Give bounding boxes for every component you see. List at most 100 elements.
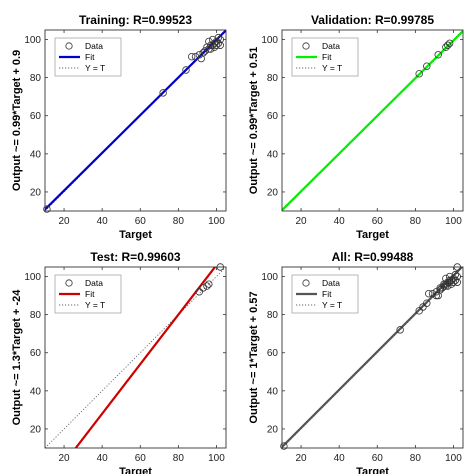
x-tick-label: 40 <box>334 453 346 464</box>
data-point <box>425 289 433 298</box>
y-tick-label: 80 <box>267 73 279 84</box>
legend-data-label: Data <box>85 278 103 288</box>
legend-data-marker <box>302 42 310 50</box>
data-point <box>205 280 213 288</box>
chart-panel-4: 20 40 60 80 100 20 40 60 80 100 All: R=0.99488 Targ… <box>248 250 464 474</box>
y-axis-label: Output ~= 0.99*Target + 0.51 <box>248 47 260 194</box>
y-tick-label: 40 <box>30 149 42 160</box>
x-tick-label: 80 <box>173 216 185 227</box>
axes-box <box>44 266 227 449</box>
data-point <box>396 326 404 334</box>
legend-identity-label: Y = T <box>85 63 105 73</box>
data-point <box>212 41 221 49</box>
identity-line <box>45 267 226 448</box>
x-tick-label: 100 <box>208 453 225 464</box>
y-tick-label: 40 <box>267 386 279 397</box>
x-tick-label: 20 <box>58 453 70 464</box>
legend-data-marker <box>65 42 73 50</box>
data-point <box>423 299 431 307</box>
y-tick-label: 60 <box>30 111 42 122</box>
data-point <box>432 288 441 296</box>
x-axis-label: Target <box>119 229 152 241</box>
x-tick-label: 60 <box>135 453 147 464</box>
y-axis-label: Output ~= 0.99*Target + 0.9 <box>11 50 23 191</box>
x-tick-label: 40 <box>97 216 109 227</box>
x-tick-label: 100 <box>208 216 225 227</box>
y-axis-label: Output ~= 1.3*Target + -24 <box>11 289 23 426</box>
data-point <box>449 278 458 286</box>
data-point <box>199 284 207 292</box>
data-point <box>188 52 196 61</box>
data-point <box>453 278 461 286</box>
y-tick-label: 40 <box>267 149 279 160</box>
x-tick-label: 40 <box>334 216 346 227</box>
data-point <box>199 49 207 57</box>
data-point <box>442 280 450 288</box>
x-tick-label: 60 <box>372 216 384 227</box>
legend-data-marker <box>302 279 310 287</box>
data-point <box>451 276 460 285</box>
data-point <box>419 303 427 311</box>
y-tick-label: 100 <box>261 272 278 283</box>
data-point <box>432 291 441 300</box>
data-point <box>440 282 448 290</box>
y-tick-label: 100 <box>24 272 41 283</box>
data-point <box>182 66 190 74</box>
x-tick-label: 100 <box>445 216 462 227</box>
data-point <box>203 282 211 290</box>
y-tick-label: 60 <box>267 348 279 359</box>
x-tick-label: 20 <box>295 453 307 464</box>
legend-data-label: Data <box>85 41 103 51</box>
data-point <box>445 39 454 48</box>
legend-fit-label: Fit <box>322 289 332 299</box>
data-point <box>159 89 167 97</box>
y-tick-label: 60 <box>30 348 42 359</box>
data-point <box>442 43 450 51</box>
y-tick-label: 20 <box>267 424 279 435</box>
chart-panel-2: 20 40 60 80 100 20 40 60 80 100 Validation: R=0.99… <box>248 13 464 241</box>
data-point <box>43 205 51 213</box>
x-tick-label: 80 <box>173 453 185 464</box>
data-point <box>423 62 431 70</box>
x-tick-label: 20 <box>58 216 70 227</box>
y-tick-label: 20 <box>30 187 42 198</box>
x-tick-label: 100 <box>445 453 462 464</box>
x-tick-label: 60 <box>135 216 147 227</box>
fit-line <box>282 30 463 211</box>
data-point <box>445 276 454 285</box>
x-tick-label: 20 <box>295 216 307 227</box>
y-axis-label: Output ~= 1*Target + 0.57 <box>248 291 260 423</box>
y-tick-label: 40 <box>30 386 42 397</box>
y-tick-label: 100 <box>24 35 41 46</box>
data-point <box>280 442 288 450</box>
data-point <box>214 39 223 48</box>
legend-identity-label: Y = T <box>322 300 342 310</box>
legend-identity-label: Y = T <box>322 63 342 73</box>
legend-fit-label: Fit <box>85 289 95 299</box>
chart-panel-3: 20 40 60 80 100 20 40 60 80 100 Test: R=0.99603 Tar… <box>11 250 227 474</box>
y-tick-label: 80 <box>267 310 279 321</box>
x-axis-label: Target <box>356 229 389 241</box>
y-tick-label: 80 <box>30 73 42 84</box>
chart-title: Test: R=0.99603 <box>90 250 180 264</box>
data-point <box>449 274 458 283</box>
data-point <box>415 70 423 78</box>
x-tick-label: 40 <box>97 453 109 464</box>
chart-title: All: R=0.99488 <box>332 250 414 264</box>
data-point <box>212 37 221 46</box>
y-tick-label: 80 <box>30 310 42 321</box>
x-tick-label: 80 <box>410 216 422 227</box>
data-point <box>207 45 215 53</box>
data-point <box>195 51 204 59</box>
y-tick-label: 100 <box>261 35 278 46</box>
x-tick-label: 60 <box>372 453 384 464</box>
data-point <box>415 307 423 315</box>
x-tick-label: 80 <box>410 453 422 464</box>
x-axis-label: Target <box>356 466 389 474</box>
data-point <box>216 41 224 49</box>
legend-data-label: Data <box>322 278 340 288</box>
x-axis-label: Target <box>119 466 152 474</box>
